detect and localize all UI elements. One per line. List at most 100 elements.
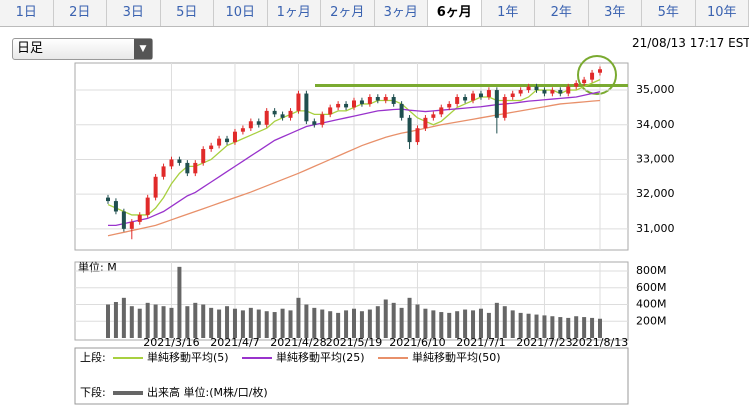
volume-bar (478, 308, 483, 338)
volume-bar (391, 302, 396, 338)
volume-bar (558, 317, 563, 338)
legend-entry: 単純移動平均(5) (147, 350, 229, 364)
legend-upper-label: 上段: (80, 350, 106, 364)
y-tick-label: 32,000 (636, 187, 675, 200)
volume-bar (367, 309, 372, 338)
y-tick-label: 800M (636, 264, 667, 277)
candle-body (518, 90, 523, 94)
candle-body (558, 90, 563, 94)
legend-entry: 単純移動平均(25) (276, 350, 365, 364)
legend-lower-label: 下段: (80, 385, 106, 399)
period-tab[interactable]: 1日 (0, 0, 54, 26)
timestamp: 21/08/13 17:17 EST (632, 36, 749, 50)
volume-bar (566, 317, 571, 338)
volume-bar (542, 315, 547, 338)
candle-body (248, 121, 253, 129)
volume-bar (486, 312, 491, 338)
volume-bar (352, 308, 356, 338)
volume-bar (304, 304, 309, 338)
candle-body (113, 201, 118, 212)
candle-body (288, 110, 293, 118)
volume-bar (177, 266, 182, 338)
period-tab[interactable]: 10日 (214, 0, 268, 26)
candle-body (471, 93, 476, 101)
ma-line (108, 91, 601, 227)
volume-bar (423, 308, 428, 338)
volume-bar (526, 313, 531, 338)
candle-body (177, 159, 182, 163)
candle-body (447, 103, 452, 108)
volume-bar (510, 310, 515, 338)
period-tab[interactable]: 6ヶ月 (428, 0, 482, 26)
candle-body (359, 100, 364, 104)
candle-body (106, 197, 110, 202)
candle-body (590, 72, 595, 80)
period-tab[interactable]: 3ヶ月 (375, 0, 428, 26)
y-tick-label: 400M (636, 298, 667, 311)
volume-bar (217, 309, 222, 338)
volume-bar (550, 316, 555, 338)
legend-entry: 単純移動平均(50) (412, 350, 501, 364)
candle-body (201, 149, 206, 163)
highlight-circle (577, 55, 617, 95)
volume-bar (232, 308, 237, 338)
volume-bar (336, 312, 341, 338)
candle-body (169, 159, 174, 167)
candle-body (296, 93, 301, 111)
select-arrow[interactable]: ▼ (134, 39, 152, 59)
period-tab[interactable]: 5日 (161, 0, 214, 26)
period-tab[interactable]: 3年 (589, 0, 642, 26)
period-tab[interactable]: 2ヶ月 (321, 0, 375, 26)
period-tab[interactable]: 2年 (535, 0, 589, 26)
candle-body (582, 79, 587, 84)
y-tick-label: 35,000 (636, 83, 675, 96)
volume-bar (169, 307, 174, 338)
x-tick-label: 2021/4/7 (210, 336, 259, 349)
candle-body (439, 107, 444, 115)
candle-body (431, 114, 436, 118)
volume-bar (582, 317, 587, 338)
period-tab[interactable]: 1年 (482, 0, 535, 26)
volume-bar (264, 311, 269, 338)
x-tick-label: 2021/7/23 (516, 336, 572, 349)
candle-body (375, 97, 380, 101)
candle-body (494, 90, 499, 118)
y-tick-label: 33,000 (636, 152, 675, 165)
x-tick-label: 2021/5/19 (326, 336, 382, 349)
period-tab[interactable]: 2日 (54, 0, 107, 26)
y-tick-label: 34,000 (636, 118, 675, 131)
candle-body (502, 97, 507, 118)
candle-body (534, 86, 539, 91)
candle-body (209, 145, 214, 150)
candle-body (185, 162, 190, 174)
period-tab[interactable]: 1ヶ月 (268, 0, 321, 26)
candle-body (486, 90, 491, 97)
candle-body (399, 103, 404, 118)
volume-bar (471, 310, 476, 338)
volume-bar (320, 309, 325, 338)
volume-bar (383, 299, 388, 338)
volume-bar (407, 297, 412, 338)
x-tick-label: 2021/8/13 (572, 336, 628, 349)
period-tab[interactable]: 3日 (107, 0, 161, 26)
volume-bar (272, 312, 277, 338)
volume-bar (113, 302, 118, 338)
candle-body (121, 211, 126, 229)
volume-bar (256, 309, 261, 338)
volume-bar (121, 297, 126, 338)
candle-body (526, 86, 531, 91)
volume-bar (225, 306, 230, 338)
candle-body (328, 107, 333, 115)
candle-body (463, 97, 468, 101)
candle-body (510, 93, 515, 97)
period-tab[interactable]: 5年 (642, 0, 696, 26)
volume-bar (590, 317, 595, 338)
price-panel (74, 62, 629, 251)
candle-body (598, 69, 602, 73)
volume-bar (106, 304, 110, 338)
y-tick-label: 31,000 (636, 222, 675, 235)
legend-entry: 出来高 単位:(M株/口/枚) (147, 385, 268, 399)
volume-bar (344, 310, 349, 338)
volume-bar (296, 297, 301, 338)
interval-select[interactable]: 日足 ▼ (12, 38, 153, 60)
